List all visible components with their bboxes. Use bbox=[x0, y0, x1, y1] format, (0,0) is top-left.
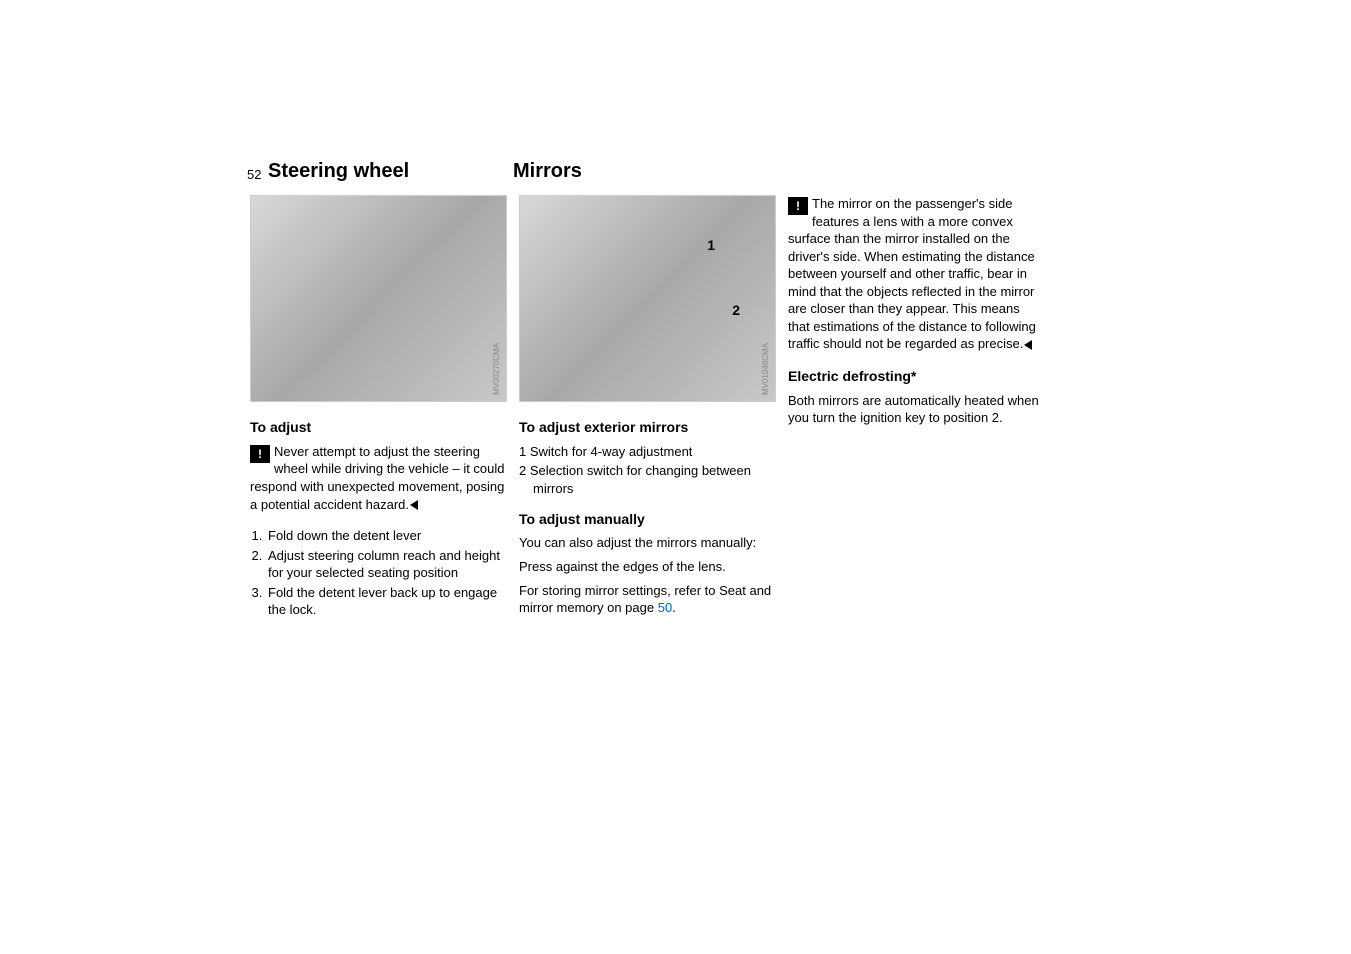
manual-para-3-text-b: . bbox=[672, 600, 676, 615]
warning-text: Never attempt to adjust the steering whe… bbox=[250, 444, 505, 512]
column-mirrors-adjust: 1 2 MV01048CMA To adjust exterior mirror… bbox=[519, 195, 776, 623]
steering-steps-list: Fold down the detent lever Adjust steeri… bbox=[250, 527, 507, 619]
figure-label-1: 1 bbox=[707, 236, 715, 255]
list-item: Adjust steering column reach and height … bbox=[266, 547, 507, 582]
manual-para-3-text-a: For storing mirror settings, refer to Se… bbox=[519, 583, 771, 616]
manual-para-3: For storing mirror settings, refer to Se… bbox=[519, 582, 776, 617]
subhead-adjust-exterior: To adjust exterior mirrors bbox=[519, 418, 776, 437]
end-marker-icon bbox=[410, 500, 418, 510]
warning-mirror-convex: The mirror on the passenger's side featu… bbox=[788, 195, 1045, 353]
page-number: 52 bbox=[247, 167, 261, 182]
switch-desc-2: 2 Selection switch for changing between … bbox=[519, 462, 776, 497]
figure-code: MV01048CMA bbox=[761, 343, 772, 395]
title-row: Steering wheel Mirrors bbox=[250, 160, 1281, 183]
list-item: Fold the detent lever back up to engage … bbox=[266, 584, 507, 619]
manual-para-1: You can also adjust the mirrors manually… bbox=[519, 534, 776, 552]
figure-mirror-switch: 1 2 MV01048CMA bbox=[519, 195, 776, 402]
title-steering-wheel: Steering wheel bbox=[268, 160, 513, 183]
subhead-adjust-manually: To adjust manually bbox=[519, 510, 776, 529]
list-item: Fold down the detent lever bbox=[266, 527, 507, 545]
end-marker-icon bbox=[1024, 340, 1032, 350]
subhead-electric-defrost: Electric defrosting* bbox=[788, 367, 1045, 386]
warning-icon bbox=[250, 445, 270, 463]
switch-desc-1: 1 Switch for 4-way adjustment bbox=[519, 443, 776, 461]
column-mirrors-warning: The mirror on the passenger's side featu… bbox=[788, 195, 1045, 623]
warning-steering: Never attempt to adjust the steering whe… bbox=[250, 443, 507, 513]
column-steering: MV00270CMA To adjust Never attempt to ad… bbox=[250, 195, 507, 623]
manual-para-2: Press against the edges of the lens. bbox=[519, 558, 776, 576]
figure-steering-lever: MV00270CMA bbox=[250, 195, 507, 402]
defrost-text: Both mirrors are automatically heated wh… bbox=[788, 392, 1045, 427]
page-link-50[interactable]: 50 bbox=[658, 600, 672, 615]
warning-icon bbox=[788, 197, 808, 215]
figure-label-2: 2 bbox=[732, 301, 740, 320]
title-mirrors: Mirrors bbox=[513, 160, 582, 183]
warning-text: The mirror on the passenger's side featu… bbox=[788, 196, 1036, 351]
figure-code: MV00270CMA bbox=[492, 343, 503, 395]
subhead-to-adjust: To adjust bbox=[250, 418, 507, 437]
